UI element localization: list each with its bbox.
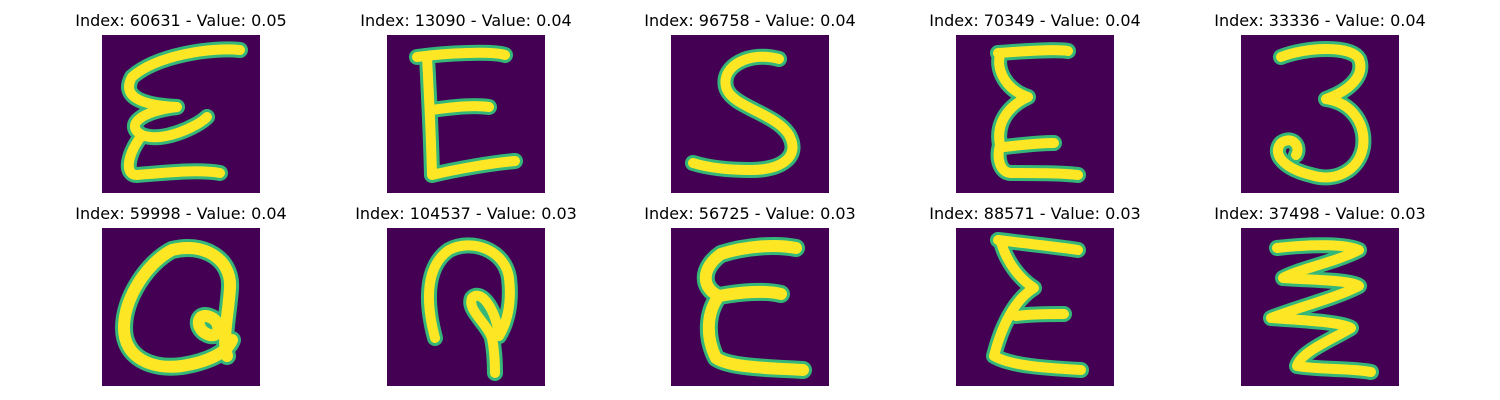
separator: -	[185, 11, 192, 30]
separator: -	[1324, 204, 1331, 223]
index-value: 56725	[698, 204, 750, 223]
panel-title: Index: 37498 - Value: 0.03	[1214, 204, 1425, 224]
panel-3: Index: 96758 - Value: 0.04	[644, 11, 856, 193]
digit-image	[671, 35, 829, 193]
panel-title: Index: 104537 - Value: 0.03	[355, 204, 577, 224]
digit-image-svg	[671, 35, 829, 193]
value-label: Value:	[765, 204, 816, 223]
digit-image-svg	[387, 228, 545, 386]
value-value: 0.04	[1105, 11, 1141, 30]
panel-9: Index: 88571 - Value: 0.03	[929, 204, 1141, 386]
index-value: 13090	[414, 11, 466, 30]
index-value: 37498	[1268, 204, 1320, 223]
panel-2: Index: 13090 - Value: 0.04	[360, 11, 572, 193]
value-value: 0.03	[541, 204, 577, 223]
value-label: Value:	[196, 11, 247, 30]
value-label: Value:	[1335, 204, 1386, 223]
index-value: 104537	[409, 204, 471, 223]
value-value: 0.04	[1390, 11, 1426, 30]
index-label: Index:	[929, 11, 979, 30]
index-value: 60631	[129, 11, 181, 30]
value-value: 0.04	[536, 11, 572, 30]
value-label: Value:	[1050, 11, 1101, 30]
index-label: Index:	[929, 204, 979, 223]
panel-7: Index: 104537 - Value: 0.03	[355, 204, 577, 386]
index-label: Index:	[75, 11, 125, 30]
digit-image-svg	[956, 228, 1114, 386]
index-value: 88571	[983, 204, 1035, 223]
digit-image	[102, 35, 260, 193]
panel-6: Index: 59998 - Value: 0.04	[75, 204, 287, 386]
digit-image-svg	[102, 35, 260, 193]
panel-8: Index: 56725 - Value: 0.03	[644, 204, 856, 386]
panel-10: Index: 37498 - Value: 0.03	[1214, 204, 1426, 386]
digit-image	[956, 35, 1114, 193]
separator: -	[1039, 204, 1046, 223]
panel-title: Index: 60631 - Value: 0.05	[75, 11, 286, 31]
separator: -	[185, 204, 192, 223]
digit-image	[956, 228, 1114, 386]
panel-title: Index: 88571 - Value: 0.03	[929, 204, 1140, 224]
digit-image	[387, 35, 545, 193]
digit-image	[387, 228, 545, 386]
value-value: 0.03	[1390, 204, 1426, 223]
index-label: Index:	[360, 11, 410, 30]
digit-image	[671, 228, 829, 386]
panel-4: Index: 70349 - Value: 0.04	[929, 11, 1141, 193]
index-value: 70349	[983, 11, 1035, 30]
digit-image-svg	[956, 35, 1114, 193]
digit-image	[1241, 228, 1399, 386]
value-label: Value:	[765, 11, 816, 30]
index-label: Index:	[75, 204, 125, 223]
value-value: 0.05	[251, 11, 287, 30]
panel-1: Index: 60631 - Value: 0.05	[75, 11, 287, 193]
digit-image-svg	[671, 228, 829, 386]
index-value: 59998	[129, 204, 181, 223]
value-value: 0.04	[251, 204, 287, 223]
value-label: Value:	[1335, 11, 1386, 30]
digit-image	[102, 228, 260, 386]
index-label: Index:	[355, 204, 405, 223]
index-label: Index:	[644, 204, 694, 223]
separator: -	[754, 204, 761, 223]
panel-title: Index: 59998 - Value: 0.04	[75, 204, 286, 224]
panel-5: Index: 33336 - Value: 0.04	[1214, 11, 1426, 193]
index-label: Index:	[1214, 204, 1264, 223]
value-label: Value:	[196, 204, 247, 223]
digit-image-svg	[102, 228, 260, 386]
panel-title: Index: 56725 - Value: 0.03	[644, 204, 855, 224]
digit-image-svg	[387, 35, 545, 193]
panel-title: Index: 96758 - Value: 0.04	[644, 11, 855, 31]
value-label: Value:	[486, 204, 537, 223]
digit-image	[1241, 35, 1399, 193]
index-value: 96758	[698, 11, 750, 30]
separator: -	[1039, 11, 1046, 30]
value-value: 0.03	[820, 204, 856, 223]
value-label: Value:	[1050, 204, 1101, 223]
value-value: 0.03	[1105, 204, 1141, 223]
index-label: Index:	[644, 11, 694, 30]
panel-title: Index: 70349 - Value: 0.04	[929, 11, 1140, 31]
index-label: Index:	[1214, 11, 1264, 30]
digit-image-svg	[1241, 228, 1399, 386]
digit-image-svg	[1241, 35, 1399, 193]
index-value: 33336	[1268, 11, 1320, 30]
separator: -	[475, 204, 482, 223]
value-label: Value:	[481, 11, 532, 30]
panel-title: Index: 33336 - Value: 0.04	[1214, 11, 1425, 31]
separator: -	[1324, 11, 1331, 30]
panel-title: Index: 13090 - Value: 0.04	[360, 11, 571, 31]
separator: -	[754, 11, 761, 30]
value-value: 0.04	[820, 11, 856, 30]
separator: -	[470, 11, 477, 30]
